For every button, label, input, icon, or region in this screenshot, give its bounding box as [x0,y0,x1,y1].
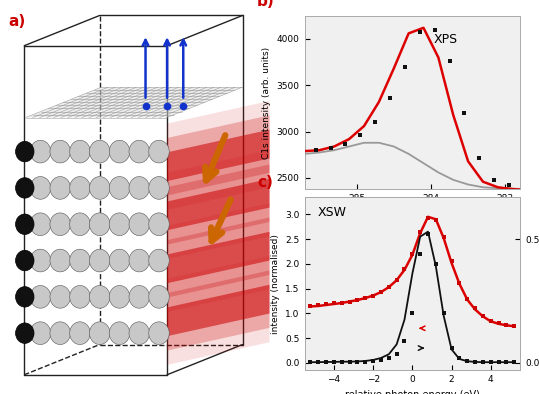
Ellipse shape [149,213,169,236]
Polygon shape [167,164,270,245]
Ellipse shape [149,286,169,308]
Ellipse shape [50,322,71,344]
Ellipse shape [50,249,71,272]
Ellipse shape [89,286,110,308]
Polygon shape [167,270,270,351]
Ellipse shape [109,249,130,272]
Ellipse shape [16,323,34,344]
Ellipse shape [70,322,90,344]
X-axis label: binding energy (eV): binding energy (eV) [364,208,461,219]
Text: b): b) [257,0,275,9]
Ellipse shape [109,177,130,199]
Text: a): a) [8,13,25,28]
Ellipse shape [129,322,149,344]
Polygon shape [167,150,270,259]
Polygon shape [167,203,270,312]
Ellipse shape [109,322,130,344]
Ellipse shape [89,249,110,272]
Polygon shape [26,87,242,117]
Polygon shape [167,130,270,181]
Ellipse shape [30,286,51,308]
Ellipse shape [89,177,110,199]
Text: XSW: XSW [317,206,347,219]
Ellipse shape [16,250,34,271]
Ellipse shape [16,178,34,198]
Ellipse shape [30,140,51,163]
Ellipse shape [16,287,34,307]
Ellipse shape [70,177,90,199]
Polygon shape [167,115,270,195]
Ellipse shape [50,286,71,308]
Ellipse shape [16,141,34,162]
Ellipse shape [70,140,90,163]
Ellipse shape [89,213,110,236]
X-axis label: relative photon energy (eV): relative photon energy (eV) [345,390,480,394]
Ellipse shape [30,322,51,344]
Ellipse shape [129,177,149,199]
Polygon shape [167,101,270,210]
Y-axis label: intensity (normalised): intensity (normalised) [271,234,280,334]
Ellipse shape [30,177,51,199]
Ellipse shape [129,140,149,163]
Polygon shape [167,285,270,336]
Ellipse shape [70,213,90,236]
Polygon shape [167,232,270,283]
Ellipse shape [89,140,110,163]
Polygon shape [167,256,270,365]
Ellipse shape [129,286,149,308]
Ellipse shape [70,249,90,272]
Ellipse shape [30,249,51,272]
Text: XPS: XPS [434,33,458,46]
Ellipse shape [109,140,130,163]
Ellipse shape [50,213,71,236]
Text: c): c) [257,175,273,190]
Y-axis label: C1s intensity (arb. units): C1s intensity (arb. units) [262,46,271,158]
Ellipse shape [149,249,169,272]
Ellipse shape [149,140,169,163]
Ellipse shape [30,213,51,236]
Ellipse shape [16,214,34,234]
Ellipse shape [70,286,90,308]
Ellipse shape [129,213,149,236]
Ellipse shape [50,140,71,163]
Ellipse shape [149,177,169,199]
Ellipse shape [50,177,71,199]
Polygon shape [167,179,270,230]
Ellipse shape [129,249,149,272]
Ellipse shape [109,286,130,308]
Ellipse shape [149,322,169,344]
Ellipse shape [89,322,110,344]
Ellipse shape [109,213,130,236]
Polygon shape [167,217,270,297]
